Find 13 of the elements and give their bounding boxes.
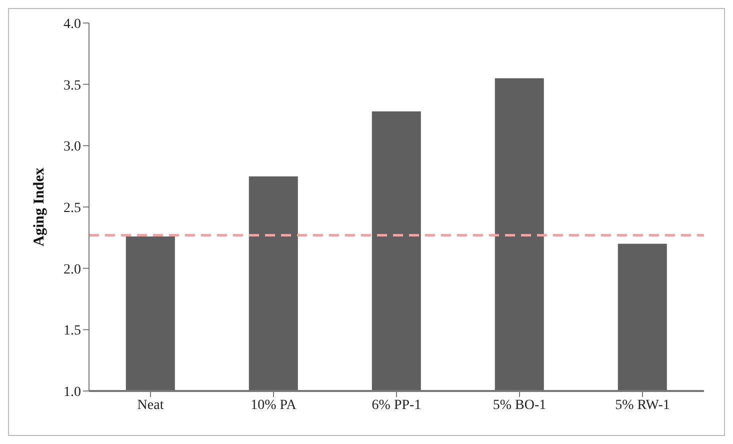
y-tick-label: 2.5: [64, 200, 81, 216]
y-tick-label: 4.0: [64, 16, 81, 32]
x-tick-label: 5% RW-1: [615, 398, 670, 413]
x-tick-label: 6% PP-1: [372, 398, 422, 413]
x-tick-label: 10% PA: [250, 398, 298, 413]
y-tick-label: 3.0: [64, 140, 81, 155]
y-tick-label: 1.5: [64, 324, 81, 339]
y-tick-label: 1.0: [64, 384, 81, 400]
y-axis-title: Aging Index: [31, 167, 48, 246]
x-tick-label: Neat: [137, 398, 164, 413]
y-tick-label: 3.5: [64, 78, 81, 94]
y-tick-label: 2.0: [64, 262, 81, 278]
x-tick-label: 5% BO-1: [492, 398, 546, 413]
